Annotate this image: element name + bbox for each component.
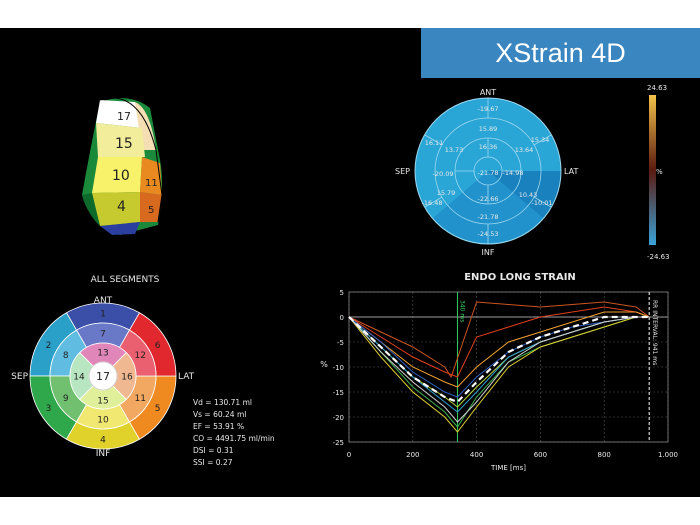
strain-val-9: 15.79 <box>437 189 456 197</box>
y-tick-label: -25 <box>333 439 344 447</box>
segment-apex[interactable] <box>88 361 118 391</box>
all-segments-title: ALL SEGMENTS <box>91 275 160 285</box>
heart-seg-5: 5 <box>148 205 154 216</box>
series-line <box>348 306 650 378</box>
segment-number: 16 <box>121 373 133 383</box>
segment-number: 17 <box>96 370 110 383</box>
y-tick-label: 0 <box>340 314 344 322</box>
chart-title: ENDO LONG STRAIN <box>464 272 576 283</box>
strain-label-inf: INF <box>482 248 495 257</box>
segment-number: 7 <box>100 330 106 340</box>
plot-frame <box>348 291 669 443</box>
strain-bullseye[interactable]: -19.67 15.89 15.34 13.73 16.11 16.36 13.… <box>395 88 578 257</box>
x-tick-label: 400 <box>470 451 483 459</box>
brand-title: XStrain 4D <box>495 37 626 68</box>
x-tick-label: 200 <box>406 451 419 459</box>
seg-label-lat: LAT <box>178 372 195 382</box>
colorbar-min: -24.63 <box>647 253 670 261</box>
strain-val-11: 10.43 <box>519 191 538 199</box>
segment-number: 2 <box>46 341 52 351</box>
segment-number: 5 <box>155 404 161 414</box>
x-tick-label: 800 <box>598 451 611 459</box>
strain-label-ant: ANT <box>480 88 496 97</box>
strain-val-1: -19.67 <box>478 105 499 113</box>
segment-number: 14 <box>73 373 85 383</box>
y-tick-label: 5 <box>340 289 344 297</box>
segment-number: 12 <box>135 351 146 361</box>
strain-val-16: -14.98 <box>503 169 524 177</box>
y-tick-label: -15 <box>333 389 344 397</box>
strain-val-3: -16.48 <box>422 199 443 207</box>
rr-interval-label: RR INTERVAL: 941 ms <box>651 300 658 365</box>
y-tick-label: -5 <box>337 339 344 347</box>
strain-val-7: 15.89 <box>479 125 498 133</box>
strain-label-lat: LAT <box>564 167 578 176</box>
metric-ssi: SSI = 0.27 <box>193 458 233 467</box>
segment-number: 10 <box>97 416 109 426</box>
segment-number: 11 <box>135 394 146 404</box>
series-line <box>348 301 650 379</box>
seg-label-ant: ANT <box>94 296 113 306</box>
series-line <box>348 315 650 404</box>
strain-val-5: -10.01 <box>532 199 553 207</box>
segment-number: 8 <box>63 351 69 361</box>
strain-val-13a: 13.73 <box>445 146 464 154</box>
heart-seg-11: 11 <box>145 178 158 189</box>
x-tick-label: 1.000 <box>658 451 678 459</box>
strain-val-17: -21.78 <box>478 169 499 177</box>
segment-number: 4 <box>100 436 106 446</box>
strain-val-6: 15.34 <box>531 136 550 144</box>
colorbar-max: 24.63 <box>647 84 667 92</box>
metric-dsi: DSI = 0.31 <box>193 446 234 455</box>
x-tick-label: 600 <box>534 451 547 459</box>
seg-label-inf: INF <box>96 449 111 459</box>
segment-number: 13 <box>97 349 108 359</box>
y-tick-label: -10 <box>333 364 344 372</box>
heart-seg-4: 4 <box>117 199 126 215</box>
strain-val-8: -20.09 <box>433 170 454 178</box>
strain-label-sep: SEP <box>395 167 410 176</box>
strain-val-12: 13.64 <box>515 146 534 154</box>
y-tick-label: -20 <box>333 414 344 422</box>
series-line <box>348 311 650 388</box>
strain-val-4: -24.53 <box>478 230 499 238</box>
heart-seg-17: 17 <box>117 110 131 123</box>
heart-model[interactable]: 17 15 10 11 4 5 <box>82 97 163 236</box>
y-axis-label: % <box>320 360 328 369</box>
segment-number: 15 <box>97 397 108 407</box>
metric-co: CO = 4491.75 ml/min <box>193 434 275 443</box>
heart-seg-10: 10 <box>112 168 130 184</box>
segment-number: 6 <box>155 341 161 351</box>
strain-val-10: -21.78 <box>478 213 499 221</box>
x-tick-label: 0 <box>347 451 351 459</box>
colorbar: 24.63 % -24.63 <box>647 84 670 261</box>
series-line <box>348 316 650 423</box>
heart-seg-15: 15 <box>115 136 133 152</box>
metric-vd: Vd = 130.71 ml <box>193 398 252 407</box>
colorbar-unit: % <box>656 168 663 176</box>
metric-ef: EF = 53.91 % <box>193 422 244 431</box>
brand-banner: XStrain 4D <box>421 28 700 78</box>
metric-vs: Vs = 60.24 ml <box>193 410 246 419</box>
segment-number: 9 <box>63 394 69 404</box>
segment-number: 1 <box>100 310 106 320</box>
seg-label-sep: SEP <box>11 372 28 382</box>
strain-val-15: -22.66 <box>478 195 499 203</box>
segment-number: 3 <box>46 404 52 414</box>
series-line <box>348 316 650 433</box>
strain-val-13: 16.36 <box>479 143 498 151</box>
strain-chart[interactable]: 50-5-10-15-20-250 200 400 600 800 1.000%TIME … <box>320 289 678 472</box>
metrics-list: Vd = 130.71 ml Vs = 60.24 ml EF = 53.91 … <box>193 398 275 467</box>
strain-val-2: 16.11 <box>425 139 444 147</box>
x-axis-label: TIME [ms] <box>490 464 526 472</box>
marker-label-340: 340 ms <box>458 300 465 322</box>
